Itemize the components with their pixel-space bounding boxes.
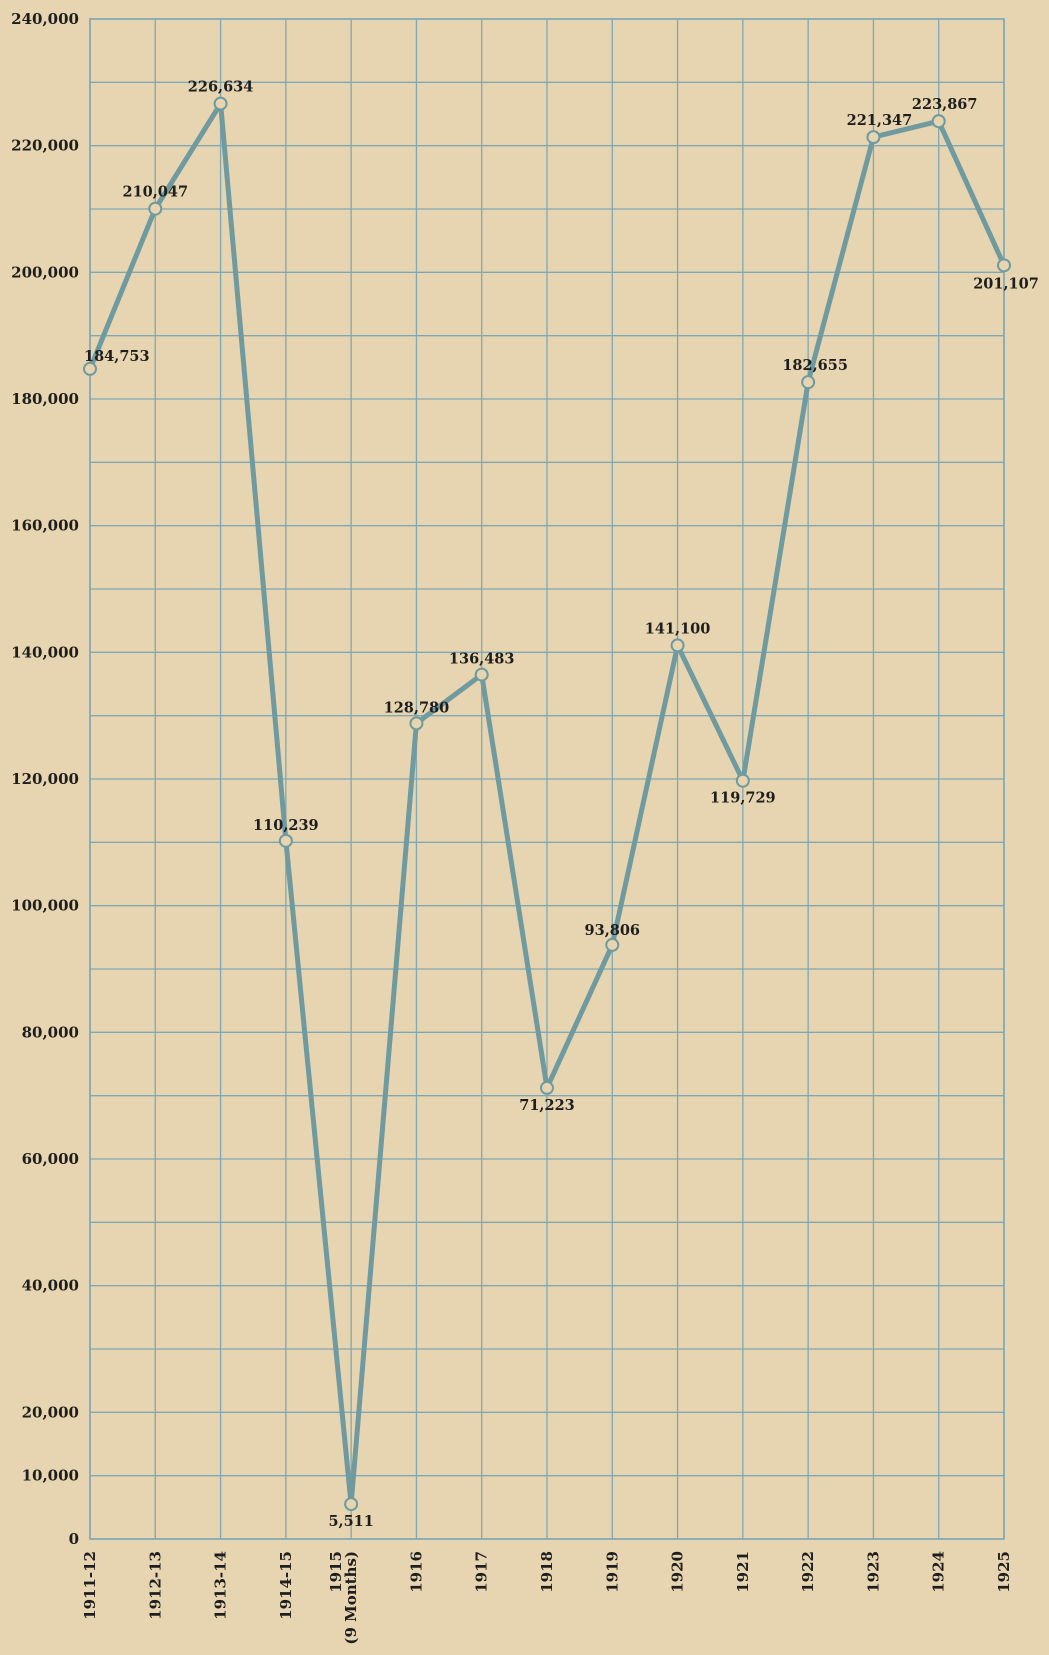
x-tick-label-line: 1918	[538, 1551, 556, 1593]
x-tick-label: 1921	[734, 1551, 752, 1593]
y-tick-label: 0	[69, 1530, 79, 1548]
y-tick-label: 200,000	[11, 263, 79, 281]
x-tick-label-line: 1921	[734, 1551, 752, 1593]
data-point	[866, 130, 881, 145]
y-axis-tick-labels: 0 10,000 20,000 40,000 60,000 80,000 100,000 12…	[11, 10, 79, 1548]
data-label: 119,729	[710, 790, 776, 807]
plot-frame	[89, 18, 1005, 1540]
x-tick-label-line: 1914-15	[277, 1551, 295, 1620]
x-tick-label: 1922	[799, 1551, 817, 1593]
series	[83, 96, 1011, 1512]
y-tick-label: 120,000	[11, 770, 79, 788]
x-tick-label: 1925	[995, 1551, 1013, 1593]
y-tick-label: 220,000	[11, 137, 79, 155]
x-tick-label: 1924	[930, 1551, 948, 1593]
y-tick-label: 20,000	[22, 1403, 79, 1421]
data-point	[997, 258, 1011, 273]
data-label: 182,655	[782, 357, 848, 374]
data-label: 5,511	[328, 1513, 373, 1530]
y-tick-label: 140,000	[11, 643, 79, 661]
data-point	[670, 638, 685, 653]
data-point	[540, 1080, 554, 1095]
x-tick-label-line: 1915	[327, 1551, 345, 1593]
data-label: 201,107	[973, 275, 1039, 292]
x-tick-label-line: 1916	[407, 1551, 425, 1593]
x-tick-label-line: 1919	[603, 1551, 621, 1593]
x-tick-label-line: 1923	[864, 1551, 882, 1593]
x-tick-label-line: 1917	[473, 1551, 491, 1593]
x-tick-label-line: 1925	[995, 1551, 1013, 1593]
data-label: 110,239	[253, 817, 319, 834]
x-tick-label: 1916	[407, 1551, 425, 1593]
y-tick-label: 240,000	[11, 10, 79, 28]
x-tick-label-line: 1913-14	[212, 1551, 230, 1620]
data-point	[83, 361, 97, 376]
data-label: 221,347	[847, 112, 913, 129]
y-tick-label: 100,000	[11, 897, 79, 915]
x-tick-label-line: 1924	[930, 1551, 948, 1593]
data-point	[409, 716, 424, 731]
data-point	[474, 667, 489, 682]
data-label: 226,634	[188, 79, 254, 96]
x-tick-label: 1915(9 Months)	[327, 1551, 360, 1645]
y-tick-label: 160,000	[11, 517, 79, 535]
data-point	[801, 375, 816, 390]
data-label: 223,867	[912, 96, 978, 113]
data-point	[605, 937, 620, 952]
x-tick-label-line: 1920	[669, 1551, 687, 1593]
x-tick-label: 1912-13	[146, 1551, 164, 1620]
data-point	[344, 1497, 359, 1512]
x-tick-label: 1914-15	[277, 1551, 295, 1620]
data-point	[931, 114, 946, 129]
data-point	[213, 96, 228, 111]
data-label: 136,483	[449, 651, 515, 668]
data-label: 93,806	[585, 922, 641, 939]
data-point	[278, 833, 293, 848]
x-tick-label-line: 1912-13	[146, 1551, 164, 1620]
y-tick-label: 40,000	[22, 1277, 79, 1295]
y-tick-label: 10,000	[22, 1467, 79, 1485]
x-tick-label: 1919	[603, 1551, 621, 1593]
x-tick-label-line: 1922	[799, 1551, 817, 1593]
data-labels: 184,753 210,047 226,634 110,239 5,511 128,780…	[84, 79, 1039, 1530]
data-label: 141,100	[645, 620, 711, 637]
y-tick-label: 80,000	[22, 1023, 79, 1041]
data-point	[735, 773, 750, 788]
y-tick-label: 180,000	[11, 390, 79, 408]
data-label: 71,223	[519, 1097, 575, 1114]
x-tick-label-line: 1911-12	[81, 1551, 99, 1620]
data-label: 210,047	[122, 184, 188, 201]
y-tick-label: 60,000	[22, 1150, 79, 1168]
grid	[89, 18, 1005, 1540]
x-tick-label: 1917	[473, 1551, 491, 1593]
data-point	[148, 201, 163, 216]
x-tick-label: 1913-14	[212, 1551, 230, 1620]
x-axis-tick-labels: 1911-12 1912-13 1913-14 1914-15 1915(9 Month…	[81, 1551, 1013, 1645]
x-tick-label: 1918	[538, 1551, 556, 1593]
x-tick-label: 1920	[669, 1551, 687, 1593]
data-label: 128,780	[384, 699, 450, 716]
x-tick-label: 1923	[864, 1551, 882, 1593]
x-tick-label: 1911-12	[81, 1551, 99, 1620]
x-tick-label-line: (9 Months)	[342, 1551, 360, 1645]
data-label: 184,753	[84, 348, 150, 365]
